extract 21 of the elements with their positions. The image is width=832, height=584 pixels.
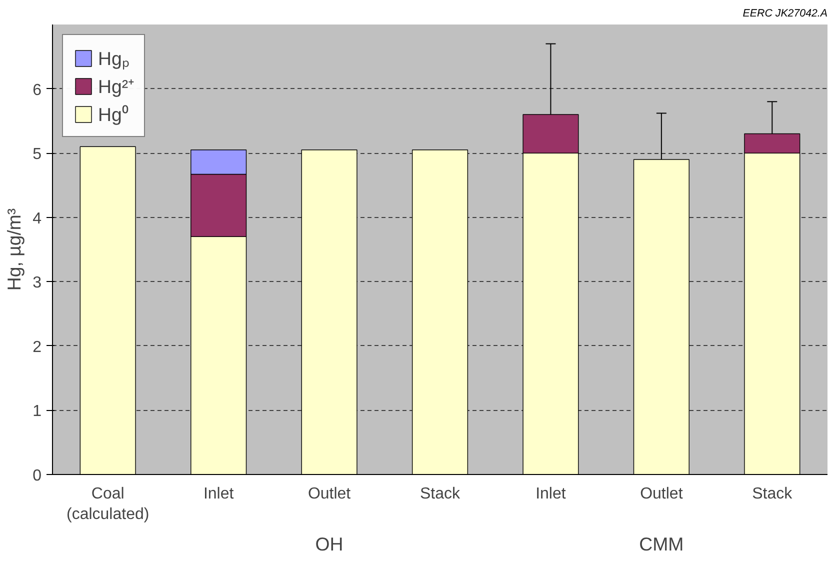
y-tick-label: 0 — [32, 468, 42, 484]
y-axis-title: Hg, µg/m³ — [4, 208, 25, 291]
x-tick-label: Stack — [752, 486, 794, 502]
legend-label: Hg⁰ — [98, 103, 129, 126]
text: OH — [315, 534, 344, 554]
x-tick-label: Inlet — [203, 486, 234, 502]
y-tick-label: 1 — [32, 403, 42, 420]
y-tick-label: 2 — [32, 338, 42, 356]
x-tick-label: Coal (calculated) — [66, 486, 150, 523]
legend-label: Hgₚ — [98, 47, 129, 70]
x-tick-label: Inlet — [536, 486, 566, 502]
x-tick-label: Outlet — [308, 486, 352, 502]
y-tick-label: 4 — [32, 210, 42, 228]
y-tick-label: 5 — [32, 146, 42, 164]
text: CMM — [639, 534, 684, 554]
y-tick-label: 3 — [32, 274, 42, 292]
x-tick-label: Outlet — [640, 486, 684, 502]
y-tick-label: 6 — [32, 82, 42, 99]
x-tick-label: Stack — [420, 486, 462, 502]
text: EERC JK27042.A — [742, 8, 828, 20]
legend-label: Hg²⁺ — [98, 75, 134, 98]
